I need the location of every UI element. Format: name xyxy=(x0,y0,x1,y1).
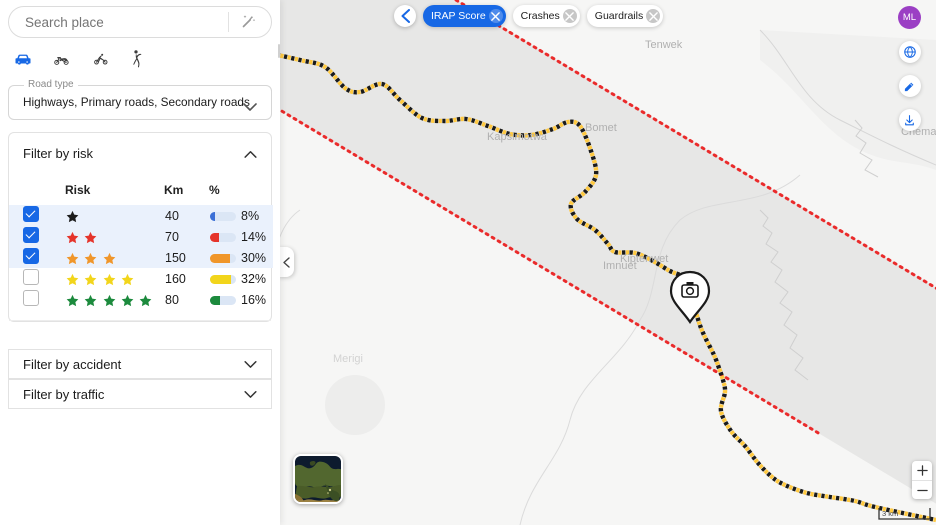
svg-text:Merigi: Merigi xyxy=(333,353,363,365)
svg-text:3 km: 3 km xyxy=(882,509,898,518)
svg-text:Kiptenwet: Kiptenwet xyxy=(620,253,668,265)
svg-text:Tenwek: Tenwek xyxy=(645,39,683,51)
svg-text:Bomet: Bomet xyxy=(585,122,617,134)
svg-text:Kapsimotwa: Kapsimotwa xyxy=(487,131,548,143)
